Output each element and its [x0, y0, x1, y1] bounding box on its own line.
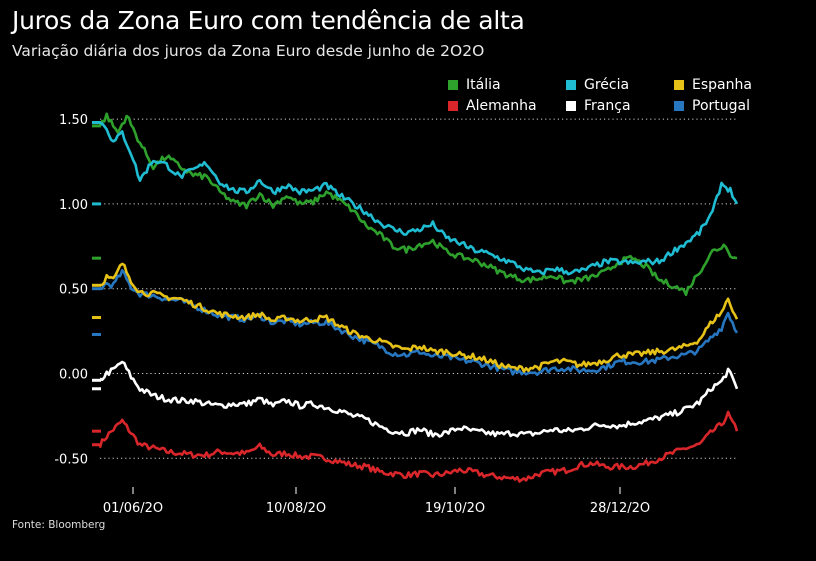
legend-swatch	[674, 80, 684, 90]
legend-label: Alemanha	[466, 98, 537, 114]
series-marker-portugal	[92, 287, 101, 291]
series-line-alemanha	[98, 410, 739, 483]
series-marker-alemanha	[92, 443, 101, 447]
legend-swatch	[448, 101, 458, 111]
x-axis-tick-labels: 01/06/2O 10/08/2O 19/10/2O 28/12/2O	[103, 487, 650, 516]
series-marker-frança	[92, 378, 101, 382]
x-tick-label: 10/08/2O	[266, 501, 326, 516]
legend-item-espanha: Espanha	[674, 76, 752, 94]
legend-swatch	[566, 101, 576, 111]
series-marker-itália	[92, 124, 101, 128]
series-lines	[98, 112, 739, 483]
series-line-frança	[99, 360, 739, 438]
y-tick-label: 0.50	[59, 283, 88, 298]
series-line-grécia	[99, 122, 739, 276]
y-tick-label: 1.00	[59, 198, 88, 213]
series-marker-espanha	[92, 283, 101, 287]
x-tick-label: 01/06/2O	[103, 501, 163, 516]
legend-item-frança: França	[566, 97, 631, 115]
legend-label: Grécia	[584, 77, 630, 93]
legend-label: Portugal	[692, 98, 750, 114]
series-end-level-marker	[92, 429, 101, 433]
series-end-level-marker	[92, 332, 101, 336]
y-axis-tick-labels: 1.50 1.00 0.50 0.00 -0.50	[54, 113, 88, 467]
series-line-itália	[98, 112, 738, 297]
series-marker-grécia	[92, 120, 101, 124]
series-end-level-marker	[92, 256, 101, 260]
legend-item-alemanha: Alemanha	[448, 97, 537, 115]
source-note: Fonte: Bloomberg	[12, 519, 106, 531]
series-start-markers	[92, 120, 101, 447]
y-tick-label: 1.50	[59, 113, 88, 128]
series-line-espanha	[99, 262, 739, 373]
y-tick-label: 0.00	[59, 368, 88, 383]
legend-label: França	[584, 98, 631, 114]
chart-subtitle: Variação diária dos juros da Zona Euro d…	[12, 42, 485, 60]
y-tick-label: -0.50	[54, 452, 88, 467]
series-line-portugal	[99, 269, 739, 376]
legend-label: Itália	[466, 77, 501, 93]
x-tick-label: 19/10/2O	[425, 501, 485, 516]
legend-item-grécia: Grécia	[566, 76, 629, 94]
legend-swatch	[674, 101, 684, 111]
series-end-level-marker	[92, 202, 101, 206]
legend-swatch	[448, 80, 458, 90]
legend-item-itália: Itália	[448, 76, 501, 94]
chart-title: Juros da Zona Euro com tendência de alta	[12, 6, 525, 35]
series-end-level-marker	[92, 316, 101, 320]
legend-label: Espanha	[692, 77, 752, 93]
series-end-level-marker	[92, 387, 101, 391]
grid-lines	[100, 118, 737, 459]
legend-swatch	[566, 80, 576, 90]
legend-item-portugal: Portugal	[674, 97, 750, 115]
x-tick-label: 28/12/2O	[590, 501, 650, 516]
